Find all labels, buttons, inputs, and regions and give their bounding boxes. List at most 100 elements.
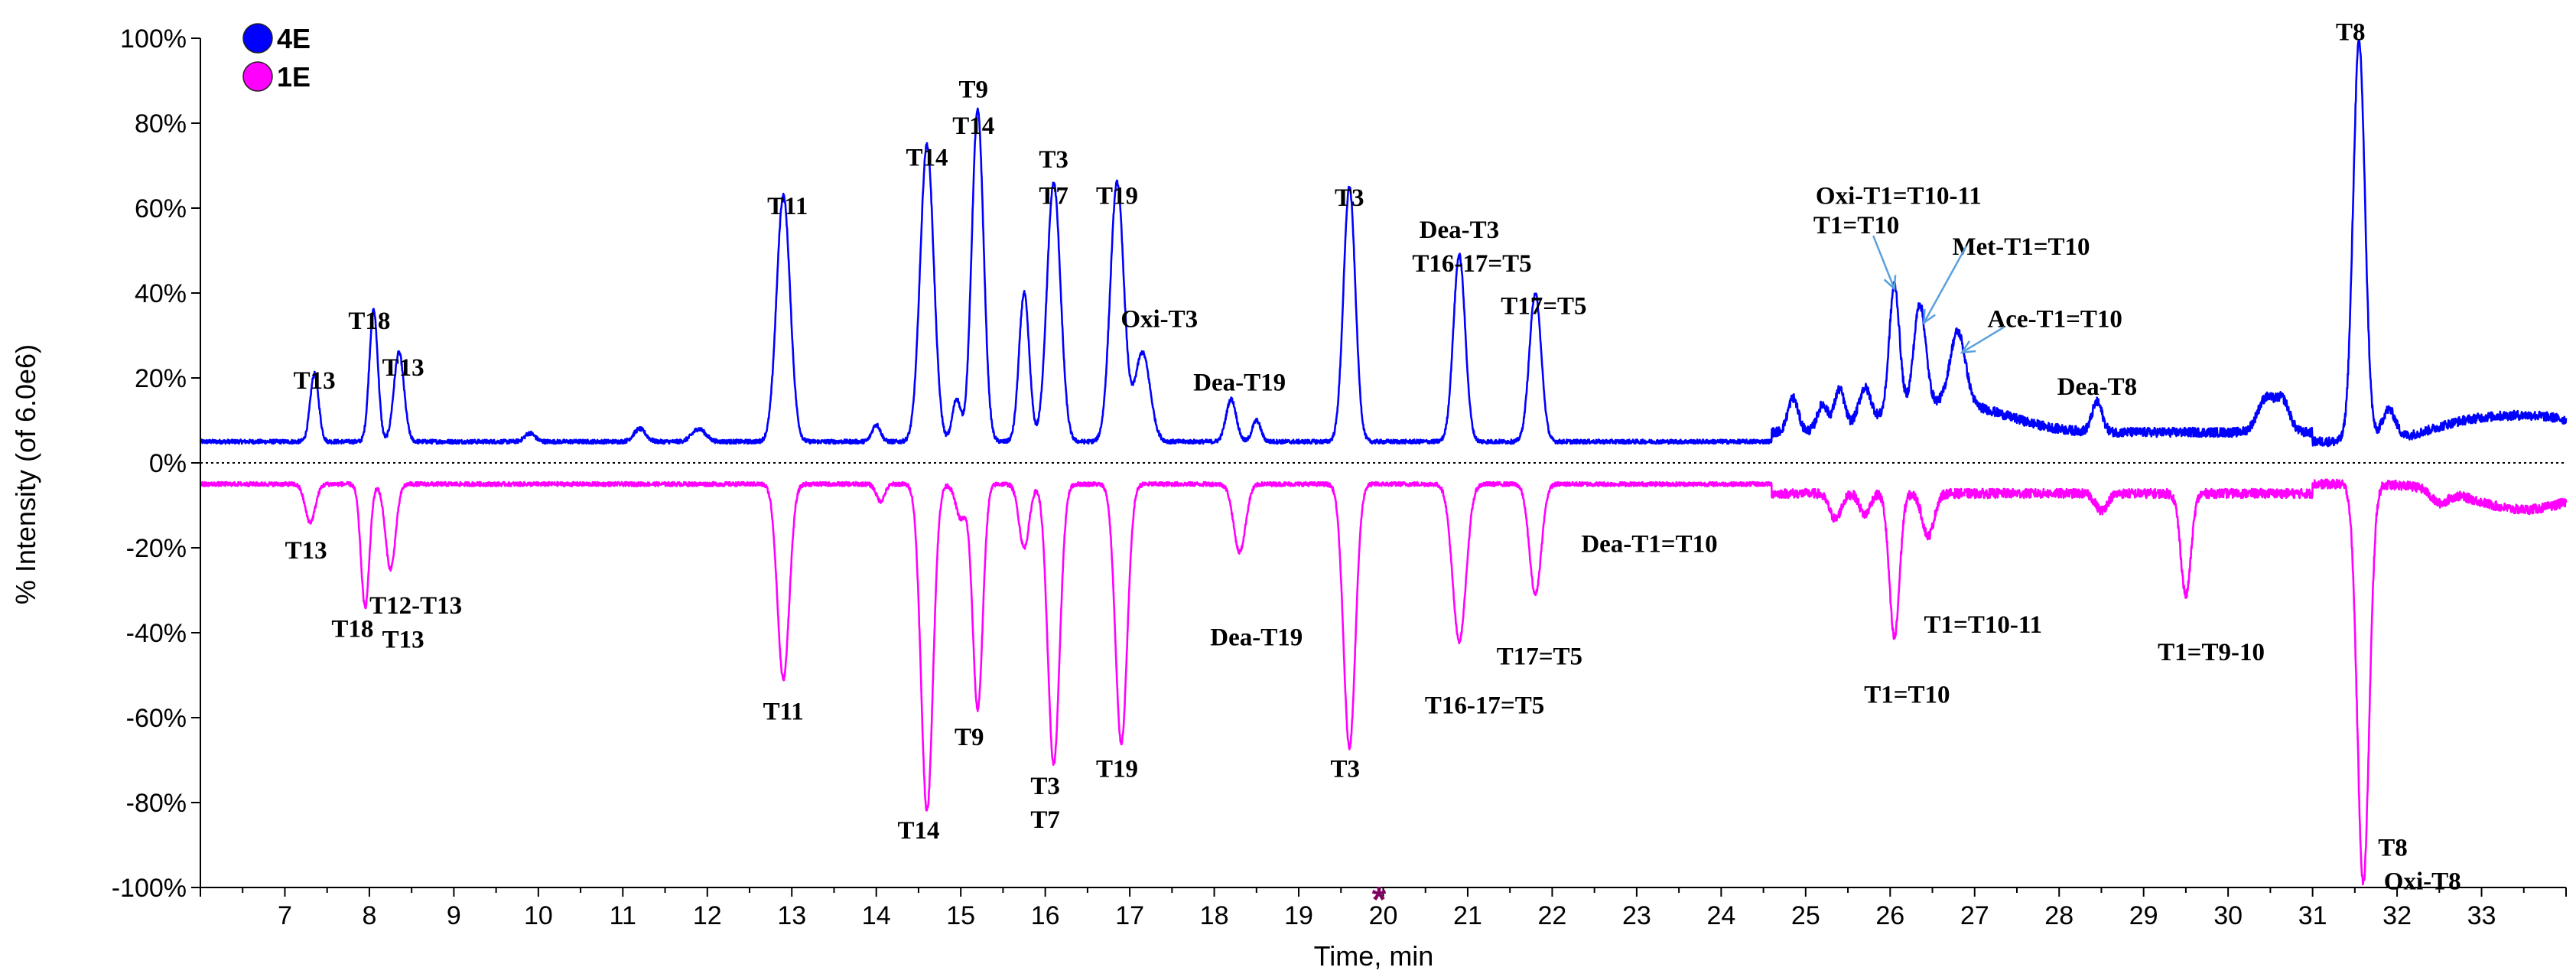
peak-label: T14 (952, 112, 994, 140)
peak-label: Dea-T1=T10 (1581, 530, 1717, 558)
legend-swatch (242, 61, 273, 92)
x-tick-label: 8 (362, 901, 376, 930)
x-tick-label: 19 (1284, 901, 1313, 930)
x-tick-label: 10 (524, 901, 553, 930)
peak-label: T14 (897, 817, 939, 845)
arrow-head (1883, 275, 1897, 291)
peak-label: T9 (955, 724, 984, 751)
peak-label: Oxi-T1=T10-11 (1816, 182, 1982, 210)
y-tick-label: -40% (126, 619, 187, 648)
x-tick-label: 24 (1706, 901, 1735, 930)
peak-label: T3 (1335, 184, 1364, 212)
legend-label: 4E (277, 23, 311, 54)
peak-label: T19 (1096, 756, 1138, 783)
x-axis-title: Time, min (1314, 940, 1434, 972)
peak-label: Oxi-T3 (1120, 305, 1198, 333)
x-tick-label: 16 (1031, 901, 1060, 930)
y-axis-ticks: 100% 80% 60% 40% 20% 0% -20% -40% -60% -80% -100% (112, 24, 200, 903)
x-tick-label: 18 (1200, 901, 1229, 930)
series-trace-1E (199, 478, 2568, 886)
peak-label: T3 (1030, 773, 1060, 800)
series-layer (199, 38, 2568, 886)
peak-label: Dea-T8 (2057, 373, 2137, 401)
peak-label: T8 (2336, 19, 2366, 47)
x-tick-label: 30 (2213, 901, 2243, 930)
peak-label: T18 (348, 308, 390, 335)
time-marker-star: * (1372, 880, 1387, 920)
peak-label: T17=T5 (1501, 293, 1586, 321)
annotation-arrows (1872, 235, 2005, 354)
x-tick-label: 33 (2467, 901, 2496, 930)
peak-label: T9 (958, 77, 988, 104)
peak-label: Dea-T19 (1193, 370, 1286, 397)
peak-label: T16-17=T5 (1425, 692, 1544, 719)
y-tick-label: -20% (126, 534, 187, 563)
arrow-line (1872, 235, 1895, 289)
peak-label: T13 (294, 367, 336, 395)
peak-label: T8 (2378, 834, 2408, 861)
arrow-head (1960, 340, 1976, 354)
peak-label: T17=T5 (1497, 643, 1582, 671)
x-tick-label: 26 (1875, 901, 1904, 930)
y-tick-label: -60% (126, 704, 187, 733)
peak-label: Dea-T19 (1210, 624, 1303, 652)
peak-label: T16-17=T5 (1412, 250, 1531, 278)
peak-annotations: T13 T18 T13 T11 T14 T9 T14 T3 T7 T19 Oxi-T3 Dea-T19… (285, 19, 2461, 896)
x-tick-label: 12 (693, 901, 722, 930)
peak-label: T3 (1039, 146, 1068, 174)
x-tick-label: 9 (447, 901, 461, 930)
x-tick-label: 14 (862, 901, 891, 930)
x-tick-label: 7 (278, 901, 292, 930)
y-tick-label: -100% (112, 874, 187, 903)
x-tick-label: 11 (610, 901, 636, 930)
peak-label: T14 (906, 144, 948, 171)
peak-label: T1=T10-11 (1924, 611, 2043, 639)
x-tick-label: 28 (2044, 901, 2073, 930)
peak-label: T7 (1039, 182, 1068, 210)
y-tick-label: -80% (126, 789, 187, 818)
peak-label: T19 (1096, 182, 1138, 210)
x-tick-label: 15 (946, 901, 975, 930)
arrow-line (1961, 326, 2005, 353)
y-tick-label: 40% (135, 279, 187, 308)
x-tick-label: 23 (1622, 901, 1651, 930)
peak-label: Met-T1=T10 (1952, 233, 2090, 261)
x-tick-label: 27 (1960, 901, 1989, 930)
peak-label: T12-T13 (369, 592, 462, 620)
legend-swatch (242, 23, 273, 54)
y-tick-label: 20% (135, 364, 187, 393)
peak-label: T18 (331, 615, 373, 643)
arrow-line (1923, 246, 1967, 324)
legend-item-1E: 1E (242, 61, 311, 93)
peak-label: Dea-T3 (1420, 217, 1499, 244)
peak-label: T13 (285, 537, 327, 565)
x-tick-label: 21 (1453, 901, 1482, 930)
peak-label: T7 (1030, 806, 1060, 834)
arrow-head (1923, 308, 1936, 325)
peak-label: T1=T10 (1813, 212, 1899, 239)
peak-label: T3 (1331, 756, 1361, 783)
y-tick-label: 100% (120, 24, 187, 54)
legend-label: 1E (277, 61, 311, 93)
x-tick-label: 32 (2382, 901, 2412, 930)
peak-label: T11 (763, 699, 804, 726)
x-tick-label: 20 (1369, 901, 1398, 930)
peak-label: Oxi-T8 (2384, 868, 2461, 896)
peak-label: T1=T9-10 (2158, 639, 2265, 666)
y-axis-title: % Intensity (of 6.0e6) (10, 344, 41, 604)
peak-label: T11 (767, 193, 808, 220)
x-tick-label: 17 (1115, 901, 1144, 930)
y-tick-label: 60% (135, 194, 187, 223)
series-trace-4E (199, 38, 2568, 448)
x-tick-label: 31 (2298, 901, 2327, 930)
peak-label: T13 (382, 626, 424, 653)
peak-label: T13 (382, 354, 424, 382)
x-tick-label: 25 (1791, 901, 1820, 930)
peak-label: Ace-T1=T10 (1987, 305, 2122, 333)
x-tick-label: 29 (2129, 901, 2158, 930)
y-tick-label: 0% (149, 449, 187, 478)
x-axis-ticks: 7 8 9 10 11 12 13 14 15 16 17 18 19 20 21 22 23 24 25 26 27 2… (200, 887, 2567, 930)
y-tick-label: 80% (135, 109, 187, 138)
